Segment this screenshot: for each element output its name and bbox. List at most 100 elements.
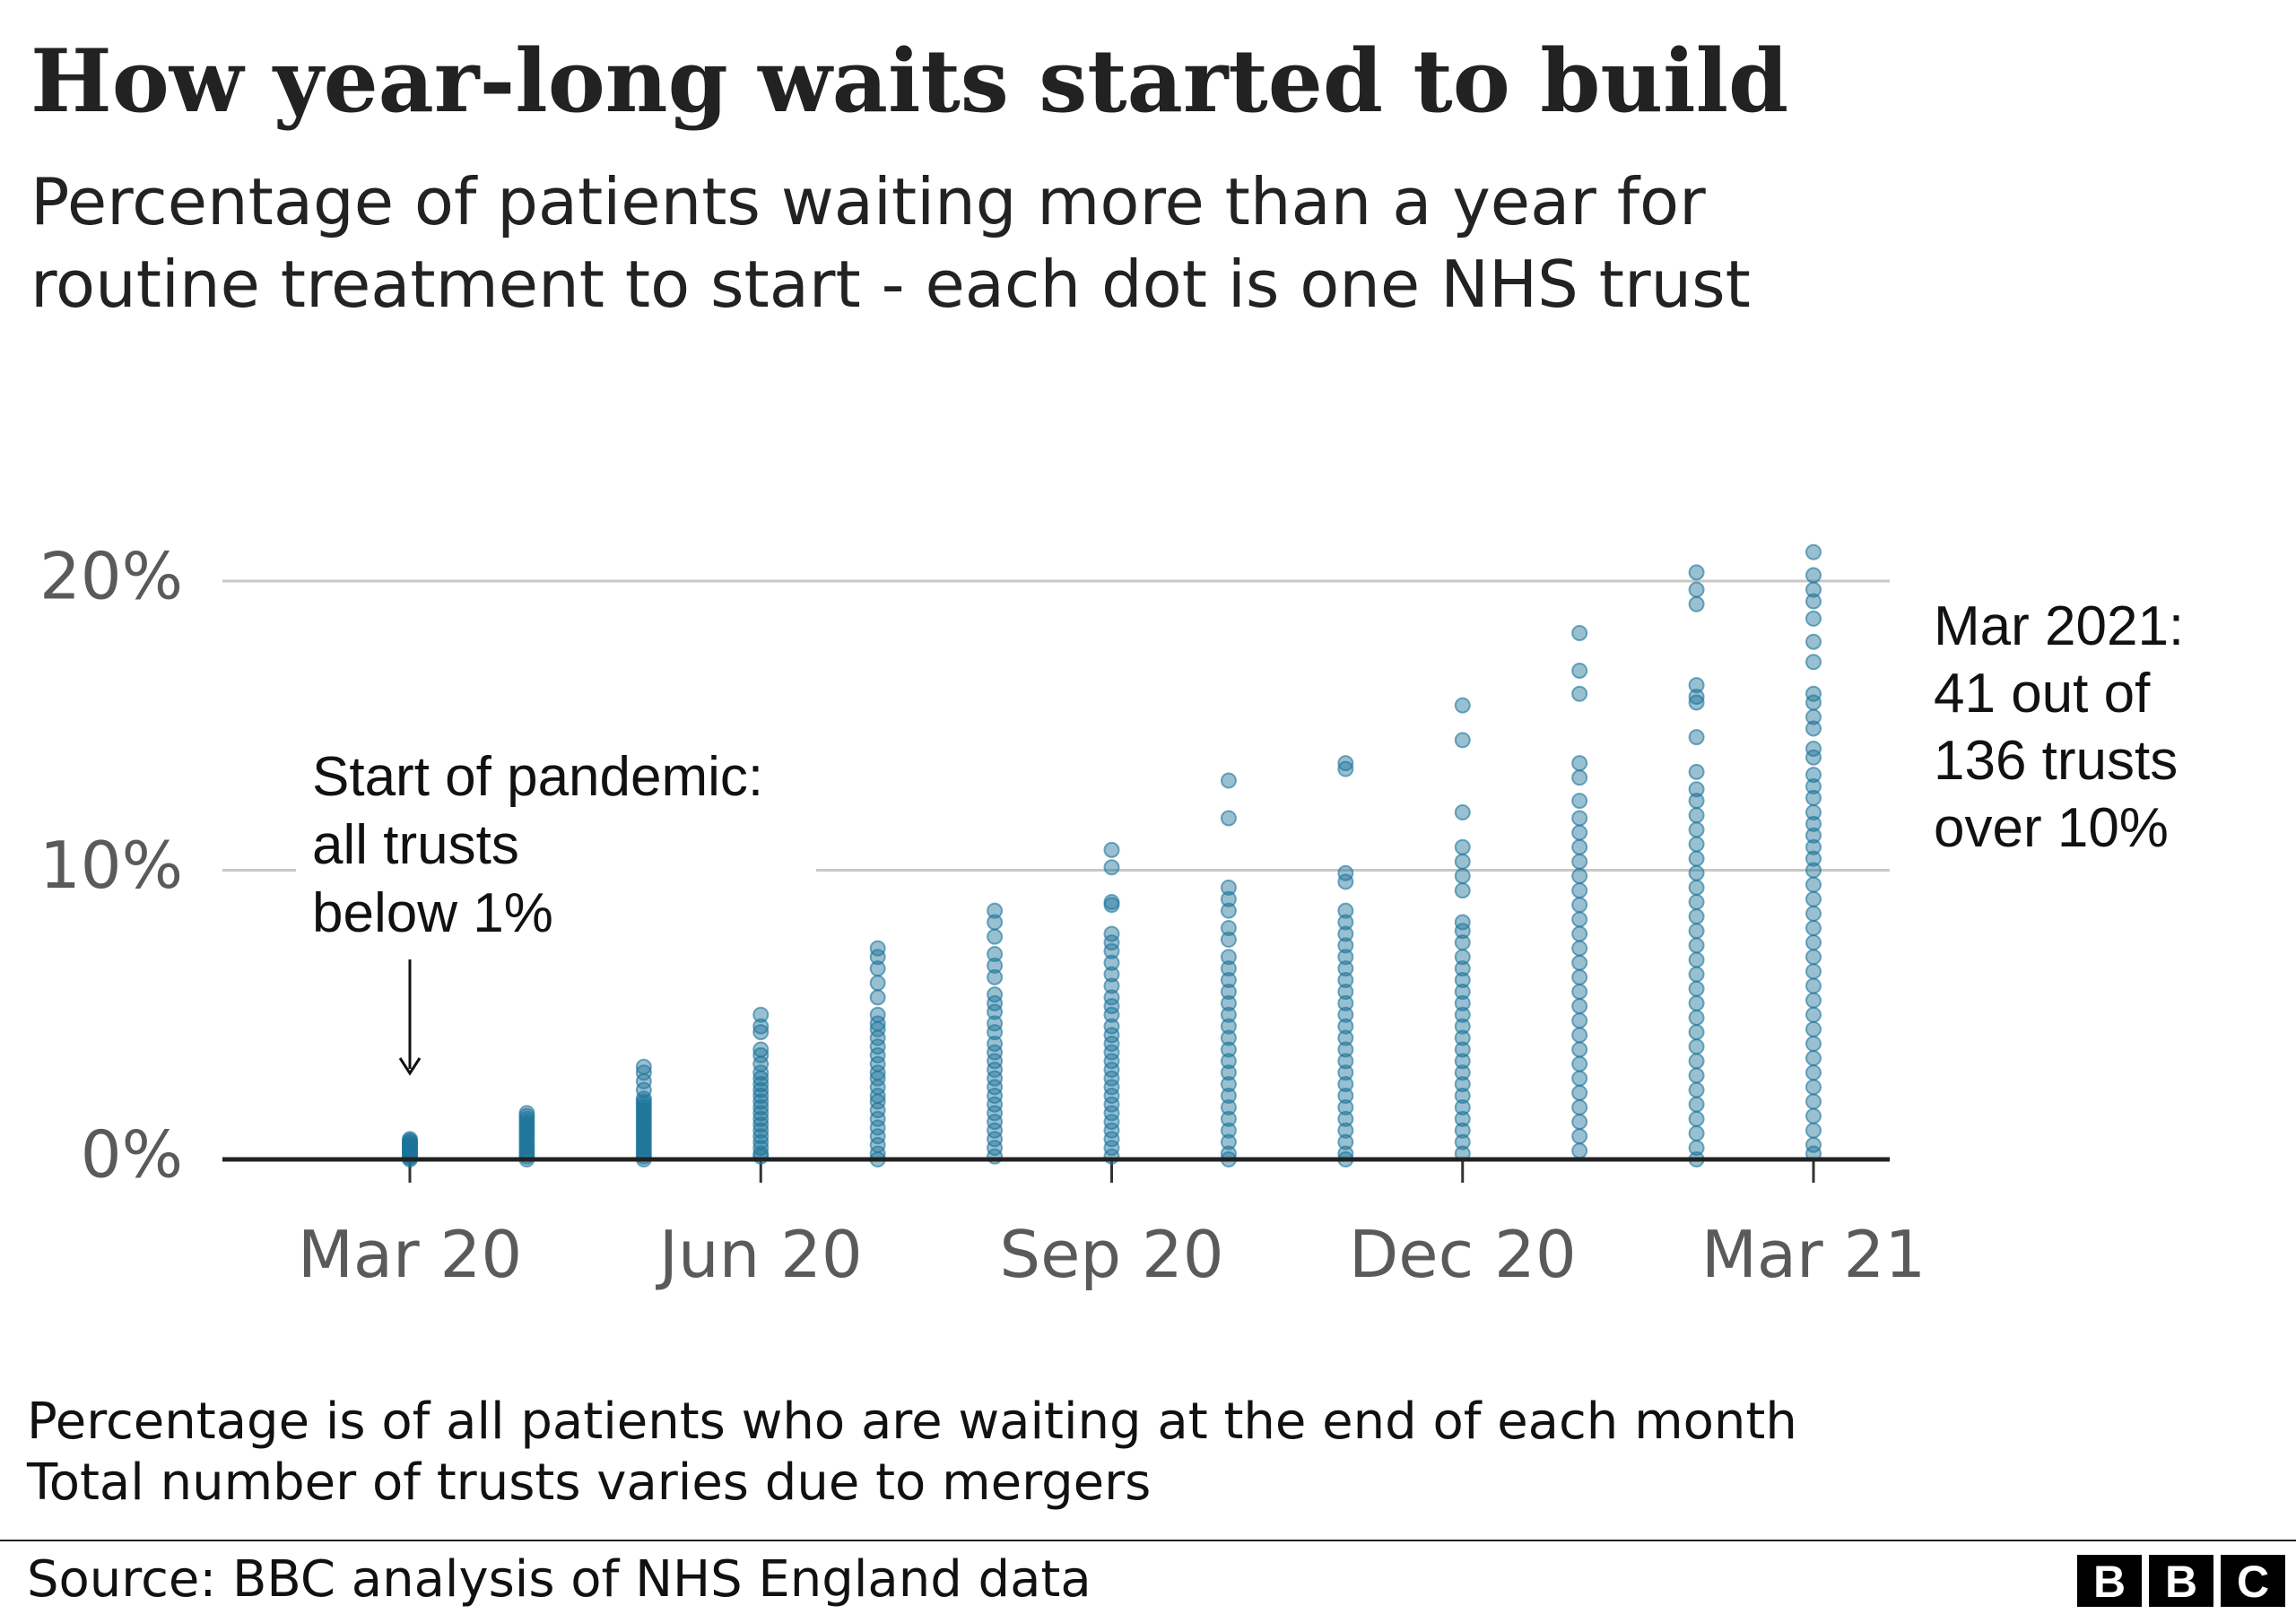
dot <box>869 1029 886 1046</box>
dot <box>1805 920 1822 936</box>
dot <box>1805 992 1822 1009</box>
dot <box>869 989 886 1006</box>
dot <box>1337 983 1354 1000</box>
annotation: all trusts <box>312 814 519 876</box>
dot <box>1805 1079 1822 1096</box>
dot <box>1337 1076 1354 1093</box>
dot <box>1571 838 1588 855</box>
dot <box>1103 966 1120 983</box>
chart-title: How year-long waits started to build <box>30 30 1788 132</box>
dot <box>1805 804 1822 820</box>
dot <box>1688 966 1705 983</box>
dot <box>1688 781 1705 798</box>
dot <box>869 940 886 957</box>
dot <box>1571 1027 1588 1044</box>
dot <box>1454 1133 1471 1150</box>
y-tick-label: 10% <box>39 828 183 903</box>
dot <box>1220 1029 1237 1046</box>
y-tick-label: 0% <box>81 1117 183 1193</box>
dot <box>1805 977 1822 994</box>
dot <box>1688 1024 1705 1041</box>
dot <box>1688 1096 1705 1113</box>
dot <box>1337 755 1354 772</box>
dot <box>1805 1064 1822 1081</box>
dot <box>1571 940 1588 957</box>
dot <box>1688 850 1705 867</box>
dot <box>1454 923 1471 940</box>
dot <box>1103 1027 1120 1044</box>
dot <box>1571 769 1588 786</box>
dot <box>1805 593 1822 610</box>
dot <box>869 1038 886 1055</box>
dot <box>1805 949 1822 966</box>
dot <box>1688 1009 1705 1026</box>
dot <box>1103 977 1120 994</box>
dot <box>752 1116 770 1133</box>
x-tick-label: Mar 21 <box>1701 1217 1926 1292</box>
dot <box>1688 1140 1705 1157</box>
dot <box>1454 853 1471 870</box>
dot <box>1103 998 1120 1015</box>
dot <box>1805 581 1822 598</box>
annotation-background <box>296 735 816 950</box>
logo-letter: C <box>2237 1557 2269 1607</box>
dot <box>752 1046 770 1063</box>
dot <box>1805 838 1822 855</box>
dot <box>1571 1098 1588 1115</box>
dot <box>1571 983 1588 1000</box>
dot <box>869 960 886 977</box>
dot <box>1805 862 1822 879</box>
dot <box>752 1006 770 1023</box>
dot <box>987 1062 1004 1079</box>
dot <box>1220 994 1237 1011</box>
dot <box>1103 1105 1120 1122</box>
dot <box>1220 1041 1237 1058</box>
dot <box>1571 793 1588 810</box>
dot <box>1688 864 1705 881</box>
dot <box>1220 920 1237 936</box>
dot <box>1571 824 1588 841</box>
dot <box>1337 972 1354 989</box>
dot <box>1103 841 1120 858</box>
dot <box>752 1093 770 1110</box>
dot <box>1571 954 1588 971</box>
dot <box>1103 1079 1120 1096</box>
dot <box>1220 1088 1237 1105</box>
dot <box>1103 1018 1120 1035</box>
dot <box>1688 1067 1705 1084</box>
dot <box>1337 1018 1354 1035</box>
dot <box>987 1088 1004 1105</box>
dot <box>1454 972 1471 989</box>
dot <box>1220 1076 1237 1093</box>
dot <box>752 1018 770 1035</box>
dot <box>1688 763 1705 780</box>
dot <box>752 1105 770 1122</box>
dot <box>987 1015 1004 1032</box>
y-tick-label: 20% <box>39 539 183 614</box>
dot <box>1688 836 1705 853</box>
dot <box>1220 1133 1237 1150</box>
dot <box>1805 789 1822 806</box>
dot <box>869 1070 886 1087</box>
annotation-arrowhead <box>398 1057 422 1076</box>
dot <box>1805 1020 1822 1037</box>
dot <box>1103 1062 1120 1079</box>
dot <box>1337 1006 1354 1023</box>
footnote: Total number of trusts varies due to mer… <box>26 1453 1151 1512</box>
dot <box>1454 914 1471 931</box>
dot <box>1688 937 1705 954</box>
dot <box>1220 960 1237 977</box>
dot <box>1220 1098 1237 1115</box>
dot <box>1220 931 1237 948</box>
dot <box>1571 1070 1588 1087</box>
dot <box>1688 1081 1705 1098</box>
dot <box>987 994 1004 1011</box>
dot <box>987 957 1004 974</box>
dot <box>1805 1136 1822 1153</box>
dot <box>1571 911 1588 928</box>
dot <box>1454 1064 1471 1081</box>
dot <box>1220 972 1237 989</box>
dot <box>1337 994 1354 1011</box>
dot <box>1805 777 1822 794</box>
